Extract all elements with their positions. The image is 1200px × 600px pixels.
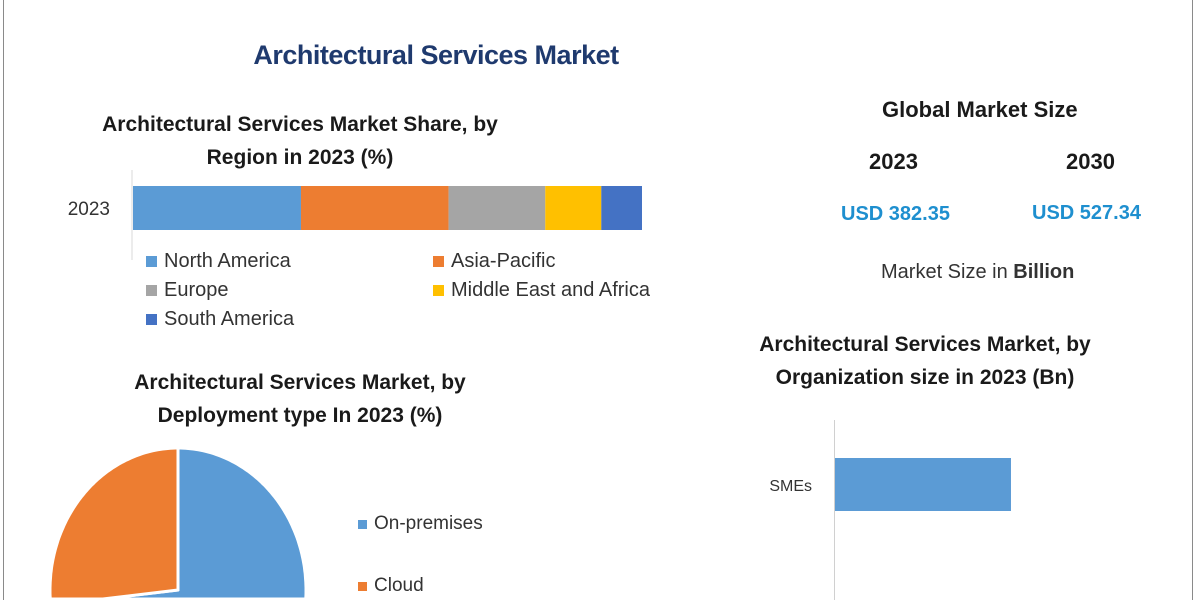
year-2030: 2030	[1066, 149, 1115, 174]
bar-segment-south-america	[601, 186, 642, 230]
deployment-chart-title: Architectural Services Market, by Deploy…	[60, 366, 540, 432]
org-chart-title-line1: Architectural Services Market, by	[759, 333, 1091, 356]
legend-cloud: Cloud	[358, 575, 483, 597]
legend-label: North America	[164, 250, 291, 272]
region-category-label: 2023	[68, 199, 110, 220]
pie-slice-cloud	[48, 446, 180, 600]
page-title: Architectural Services Market	[253, 40, 619, 70]
legend-label: South America	[164, 308, 295, 330]
infographic-frame	[3, 0, 1193, 600]
legend-swatch	[433, 285, 444, 296]
legend-label: On-premises	[374, 513, 483, 534]
legend-label: Middle East and Africa	[451, 279, 650, 301]
org-chart-title-line2: Organization size in 2023 (Bn)	[775, 366, 1075, 389]
region-chart-title: Architectural Services Market Share, by …	[60, 108, 540, 174]
note-unit: Billion	[1013, 261, 1075, 283]
region-stacked-bar-chart: 2023	[68, 170, 642, 260]
bar-segment-middle-east-and-africa	[545, 186, 602, 230]
value-2030: USD 527.34	[1032, 202, 1141, 224]
pie-slice-on-premises	[101, 446, 308, 600]
legend-swatch	[358, 581, 367, 591]
deployment-chart-title-line1: Architectural Services Market, by	[134, 371, 466, 394]
region-legend: North America Asia-Pacific Europe Middle Ea…	[146, 250, 706, 331]
legend-label: Cloud	[374, 575, 424, 596]
legend-south-america: South America	[146, 308, 433, 331]
bar-segment-europe	[448, 186, 546, 230]
deployment-pie-chart	[48, 446, 308, 600]
bar-segment-north-america	[133, 186, 301, 230]
legend-asia-pacific: Asia-Pacific	[433, 250, 713, 273]
value-2023: USD 382.35	[841, 203, 950, 225]
market-size-note: Market Size in Billion	[881, 261, 1074, 284]
legend-swatch	[146, 285, 157, 296]
org-bar-chart: SMEs	[769, 420, 1011, 600]
legend-swatch	[146, 314, 157, 325]
legend-north-america: North America	[146, 250, 433, 273]
legend-europe: Europe	[146, 279, 433, 302]
legend-on-premises: On-premises	[358, 513, 483, 535]
note-prefix: Market Size in	[881, 261, 1014, 283]
legend-label: Europe	[164, 279, 229, 301]
legend-swatch	[358, 519, 367, 529]
legend-label: Asia-Pacific	[451, 250, 556, 272]
org-category-label: SMEs	[769, 478, 812, 495]
org-chart-title: Architectural Services Market, by Organi…	[700, 328, 1150, 394]
region-chart-title-line1: Architectural Services Market Share, by	[102, 113, 498, 136]
deployment-chart-title-line2: Deployment type In 2023 (%)	[157, 404, 443, 427]
deployment-legend: On-premises Cloud	[358, 513, 483, 597]
market-size-heading: Global Market Size	[882, 97, 1078, 122]
legend-swatch	[146, 256, 157, 267]
legend-swatch	[433, 256, 444, 267]
region-chart-title-line2: Region in 2023 (%)	[206, 146, 394, 169]
year-2023: 2023	[869, 149, 918, 174]
org-bar-smes	[835, 458, 1011, 511]
bar-segment-asia-pacific	[300, 186, 449, 230]
legend-middle-east-and-africa: Middle East and Africa	[433, 279, 713, 302]
